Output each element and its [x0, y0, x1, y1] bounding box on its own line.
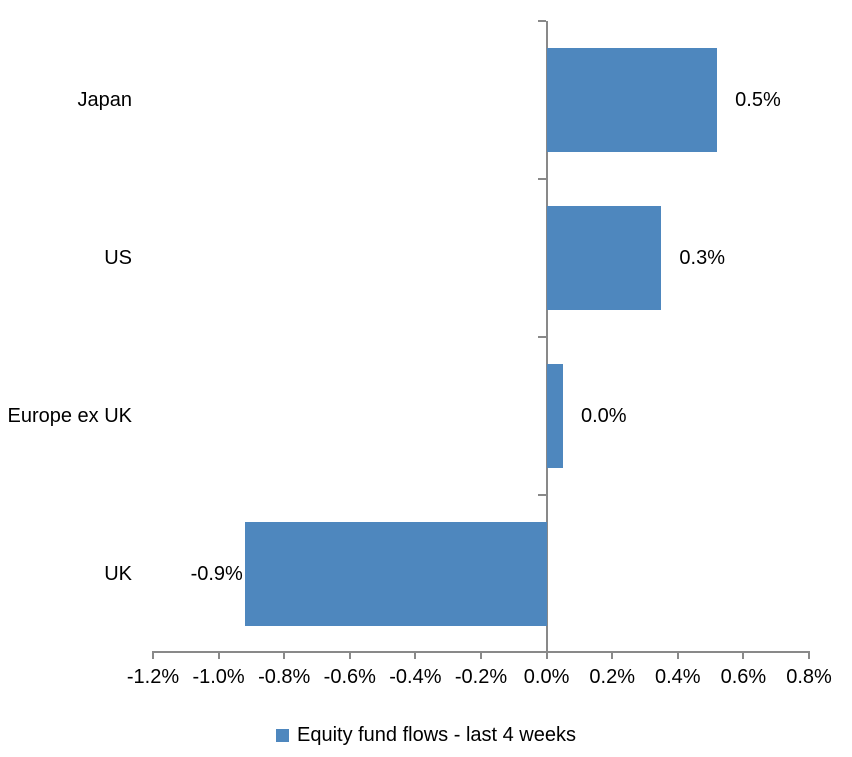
x-tick	[676, 651, 679, 659]
x-tick	[742, 651, 745, 659]
x-tick-label: -0.4%	[389, 666, 442, 688]
category-label: Japan	[77, 89, 133, 111]
x-tick	[611, 651, 614, 659]
legend: Equity fund flows - last 4 weeks	[0, 721, 852, 749]
bar-value-label: 0.3%	[679, 247, 725, 269]
x-tick	[808, 651, 810, 659]
x-tick-label: 0.0%	[523, 666, 570, 688]
category-tick	[537, 494, 546, 496]
x-tick-label: -1.2%	[126, 666, 180, 688]
category-tick	[537, 336, 546, 338]
bar	[244, 522, 547, 626]
x-tick-label: 0.2%	[589, 666, 635, 688]
x-tick-label: -0.6%	[323, 666, 376, 688]
x-tick	[283, 651, 286, 659]
x-tick-label: 0.4%	[655, 666, 701, 688]
x-tick	[480, 651, 482, 659]
x-tick-label: -0.8%	[258, 666, 311, 688]
x-tick-label: -1.0%	[192, 666, 245, 688]
category-label: UK	[104, 563, 132, 585]
bar	[546, 206, 662, 310]
category-tick	[537, 20, 546, 22]
x-tick	[217, 651, 220, 659]
bar-value-label: 0.5%	[735, 89, 781, 111]
bar	[546, 48, 718, 152]
x-tick	[152, 651, 154, 659]
category-label: US	[104, 247, 132, 269]
x-tick-label: 0.8%	[786, 666, 832, 688]
bar-value-label: 0.0%	[581, 405, 627, 427]
x-tick	[545, 651, 548, 659]
x-tick	[348, 651, 351, 659]
legend-swatch-icon	[275, 728, 289, 742]
x-tick-label: -0.2%	[454, 666, 508, 688]
x-tick-label: 0.6%	[720, 666, 767, 688]
y-axis-line	[545, 21, 548, 653]
bar-value-label: -0.9%	[190, 563, 243, 585]
bar	[546, 364, 563, 468]
legend-label: Equity fund flows - last 4 weeks	[296, 723, 576, 746]
x-tick	[414, 651, 417, 659]
category-tick	[537, 178, 546, 180]
category-label: Europe ex UK	[7, 405, 132, 427]
